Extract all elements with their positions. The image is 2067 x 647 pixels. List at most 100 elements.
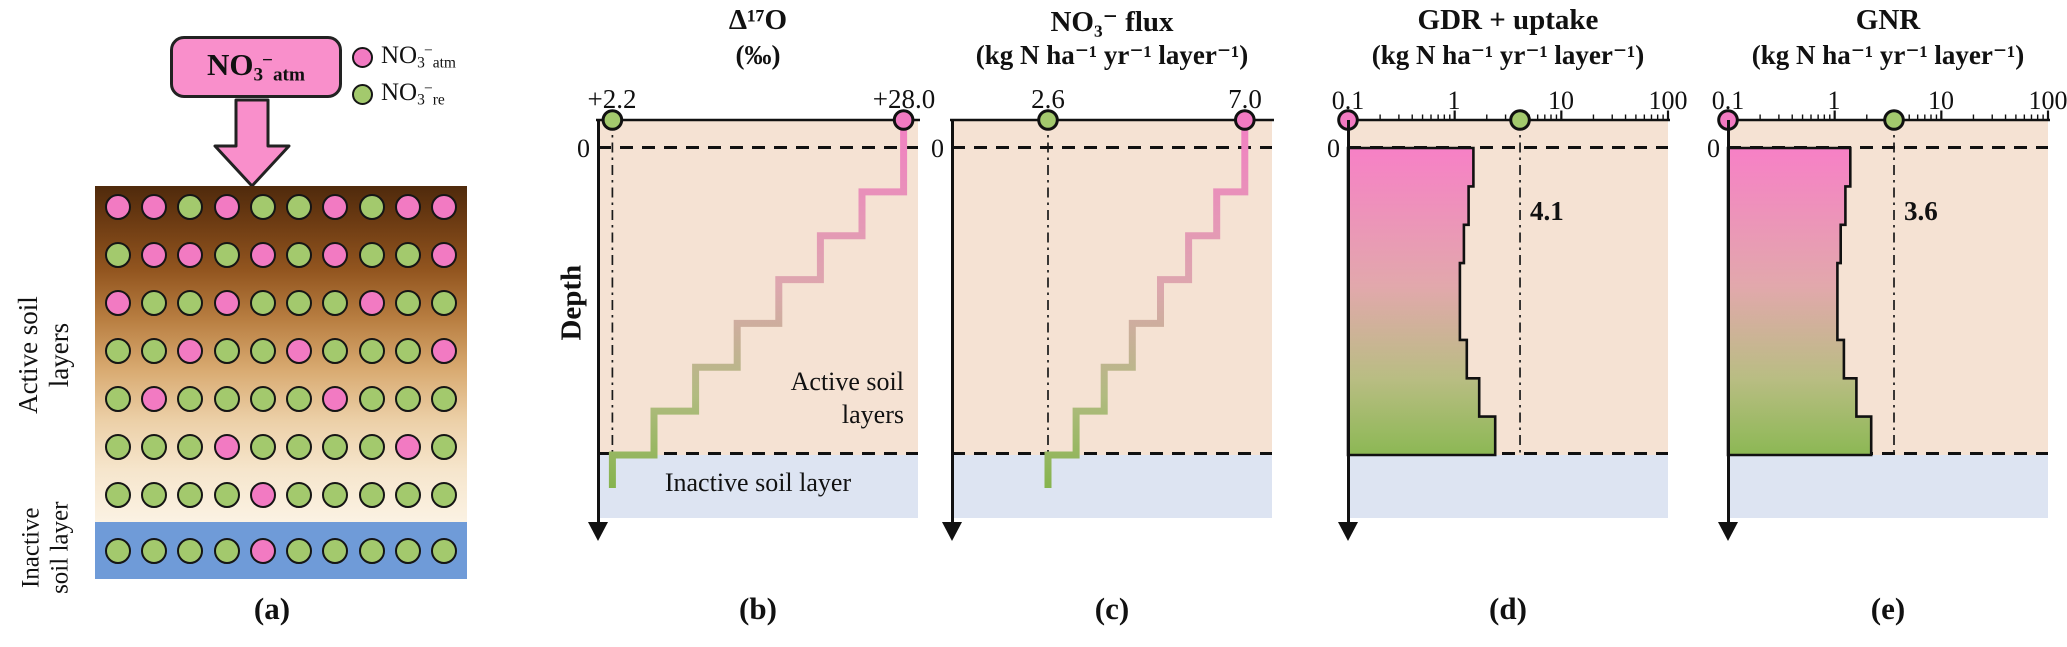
nitrate-atm-dot-icon (105, 194, 131, 220)
nitrate-re-dot-icon (358, 242, 385, 268)
nitrate-re-dot-icon (322, 338, 349, 364)
delta17o-step-chart (596, 109, 920, 488)
step-profile-line (1044, 120, 1249, 488)
nitrate-atm-dot-icon (430, 194, 457, 220)
nitrate-atm-dot-icon (213, 290, 240, 316)
legend-label-no3-re: NO3−re (381, 79, 445, 109)
nitrate-re-dot-icon (358, 386, 385, 412)
panel-c-depth-axis (951, 120, 954, 522)
panel-c-left-axis-value: 2.6 (1031, 84, 1065, 114)
nitrate-re-dot-icon (394, 386, 421, 412)
active-soil-side-label-line2: layers (44, 322, 74, 388)
nitrate-atm-dot-icon (213, 194, 240, 220)
panel-b-surface-dashed-line (598, 146, 918, 149)
legend-item-no3-re: NO3−re (352, 79, 456, 109)
re-endpoint-dot-icon (1037, 109, 1059, 131)
panel-c-depth-axis-arrow-icon (942, 522, 962, 541)
nitrate-re-dot-icon (322, 290, 349, 316)
nitrate-re-dot-icon (430, 434, 457, 460)
nitrate-atm-dot-icon (141, 194, 168, 220)
nitrate-re-dot-icon (213, 537, 240, 564)
nitrate-re-dot-icon (286, 242, 313, 268)
panel-b-active-region (598, 120, 918, 455)
panel-b-active-annotation-line2: layers (841, 399, 904, 429)
atm-endpoint-dot-icon (1234, 109, 1256, 131)
panel-c-letter: (c) (1094, 591, 1130, 626)
panel-c-depth-zero-label: 0 (931, 134, 944, 163)
nitrate-re-dot-icon (177, 290, 204, 316)
nitrate-re-dot-icon (322, 482, 349, 508)
nitrate-atm-dot-icon (249, 242, 276, 268)
legend: NO3−atm NO3−re (352, 42, 456, 110)
nitrate-re-dot-icon (213, 482, 240, 508)
soil-row (95, 537, 467, 564)
depth-axis-label: Depth (555, 264, 588, 341)
nitrate-re-dot-icon (352, 83, 373, 105)
panel-c-right-axis-value: 7.0 (1228, 84, 1262, 114)
panel-d-tick-10: 10 (1548, 86, 1574, 115)
nitrate-re-dot-icon (394, 482, 421, 508)
nitrate-re-dot-icon (249, 290, 276, 316)
nitrate-re-dot-icon (141, 338, 168, 364)
panel-b-title: Δ¹⁷O (728, 4, 788, 36)
active-soil-side-label: Active soil layers (13, 245, 75, 465)
panel-b-depth-zero-label: 0 (577, 134, 590, 163)
panel-b-boundary-dashed-line (598, 452, 918, 455)
panel-d-surface-dashed-line (1348, 146, 1668, 149)
nitrate-re-dot-icon (430, 482, 457, 508)
nitrate-re-dot-icon (286, 290, 313, 316)
nitrate-re-dot-icon (141, 537, 168, 564)
panel-e-depth-axis (1727, 120, 1730, 522)
atm-endpoint-dot-icon (892, 109, 915, 131)
panel-c-units: (kg N ha⁻¹ yr⁻¹ layer⁻¹) (975, 40, 1249, 70)
nitrate-atm-dot-icon (141, 242, 168, 268)
downward-arrow-icon (213, 98, 291, 188)
panel-b-depth-axis-arrow-icon (588, 522, 608, 541)
panel-c-boundary-dashed-line (952, 452, 1272, 455)
nitrate-re-dot-icon (430, 386, 457, 412)
soil-row (95, 242, 467, 268)
panel-d-depth-axis-arrow-icon (1338, 522, 1358, 541)
step-profile-area (1726, 146, 1873, 457)
nitrate-re-dot-icon (249, 194, 276, 220)
panel-d-tick-0.1: 0.1 (1331, 86, 1365, 115)
nitrate-re-dot-icon (213, 338, 240, 364)
nitrate-re-dot-icon (286, 537, 313, 564)
nitrate-re-dot-icon (286, 434, 313, 460)
nitrate-re-dot-icon (213, 242, 240, 268)
inactive-soil-side-label-line2: soil layer (46, 501, 73, 594)
nitrate-atm-dot-icon (177, 338, 204, 364)
nitrate-atm-dot-icon (430, 338, 457, 364)
panel-e-inactive-region (1728, 455, 2048, 518)
nitrate-re-dot-icon (105, 434, 131, 460)
re-endpoint-dot-icon (601, 109, 624, 131)
panel-e-tick-100: 100 (2028, 86, 2067, 115)
gnr-step-area-chart (1717, 109, 2050, 457)
panel-e-depth-zero-label: 0 (1707, 134, 1720, 163)
panel-d-tick-1: 1 (1447, 86, 1461, 115)
panel-c-title: NO₃⁻ flux (1050, 6, 1174, 38)
nitrate-re-dot-icon (141, 482, 168, 508)
inactive-soil-side-label-line1: Inactive (17, 507, 45, 589)
nitrate-atm-dot-icon (249, 537, 276, 564)
soil-row (95, 434, 467, 460)
soil-row (95, 194, 467, 220)
panel-c-surface-dashed-line (952, 146, 1272, 149)
panel-d-inactive-region (1348, 455, 1668, 518)
panel-e-units: (kg N ha⁻¹ yr⁻¹ layer⁻¹) (1751, 40, 2025, 70)
step-profile-line (608, 120, 908, 488)
soil-row (95, 482, 467, 508)
total-rate-dot-icon (1883, 109, 1905, 131)
nitrate-re-dot-icon (358, 537, 385, 564)
panel-d-title: GDR + uptake (1417, 4, 1599, 36)
nitrate-atm-dot-icon (213, 434, 240, 460)
nitrate-atm-dot-icon (105, 290, 131, 316)
panel-e-letter: (e) (1870, 591, 1906, 626)
panel-c-inactive-region (952, 455, 1272, 518)
nitrate-re-dot-icon (286, 194, 313, 220)
panel-a-letter: (a) (253, 591, 291, 626)
nitrate-re-dot-icon (322, 537, 349, 564)
nitrate-re-dot-icon (141, 290, 168, 316)
nitrate-re-dot-icon (394, 537, 421, 564)
